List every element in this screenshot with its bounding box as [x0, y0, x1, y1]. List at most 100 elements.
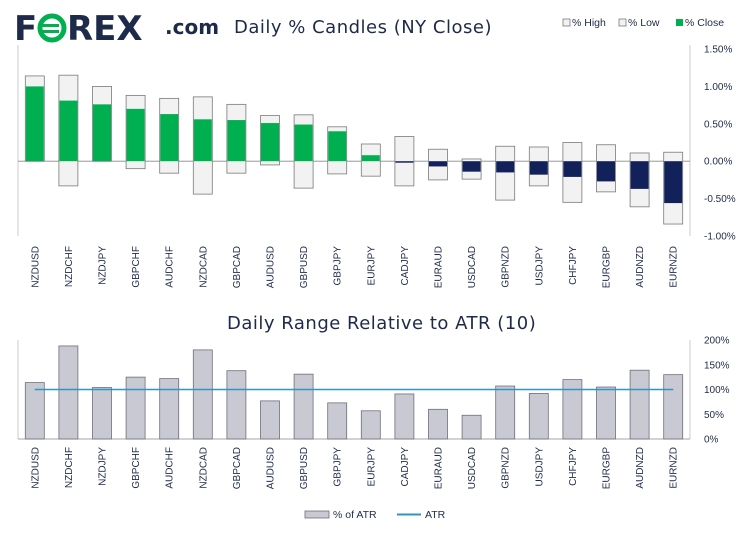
legend-high-label: % High [572, 17, 606, 29]
atr-pct-bar [92, 387, 112, 440]
atr-pct-bar [629, 369, 650, 440]
logo-letters-rex: REX [67, 9, 143, 49]
candles-y-tick-label: 0.00% [704, 157, 732, 168]
candles-category-label: EURJPY [366, 246, 377, 286]
candle-close-bar [126, 108, 145, 162]
candles-category-label: AUDCHF [165, 246, 176, 288]
candle-close-bar [227, 120, 246, 162]
candle-close-bar [160, 114, 179, 162]
atr-category-label: EURAUD [434, 447, 445, 489]
atr-category-label: AUDUSD [266, 447, 277, 489]
atr-x-axis: NZDUSD NZDCHF NZDJPY GBPCHF AUDCHF NZDCAD GBPC… [30, 447, 679, 490]
candles-category-label: GBPCAD [232, 246, 243, 288]
atr-category-label: EURJPY [366, 447, 377, 487]
candle-close-bar [597, 161, 615, 182]
candles-x-axis: NZDUSD NZDCHF NZDJPY GBPCHF AUDCHF NZDCAD GBPC… [30, 246, 679, 289]
atr-y-tick-label: 50% [704, 410, 724, 421]
legend-close-swatch [676, 19, 683, 26]
atr-pct-bar [58, 345, 79, 440]
atr-pct-bar [192, 349, 213, 440]
candle-close-bar [328, 131, 347, 162]
atr-pct-bar [327, 402, 348, 440]
atr-pct-bar [562, 379, 583, 440]
atr-y-tick-label: 200% [704, 336, 730, 347]
legend-pct-atr-label: % of ATR [333, 509, 377, 521]
candle-close-bar [261, 123, 279, 162]
candles-category-label: USDCAD [467, 246, 478, 288]
candles-category-label: GBPJPY [333, 246, 344, 286]
candle-close-bar [630, 161, 649, 189]
candle-close-bar [462, 161, 481, 172]
candle-close-bar [193, 119, 212, 162]
candle-close-bar [429, 161, 447, 167]
atr-category-label: GBPUSD [299, 447, 310, 489]
atr-y-tick-label: 150% [704, 360, 730, 371]
candle-close-bar [563, 161, 582, 177]
atr-category-label: GBPNZD [501, 447, 512, 489]
atr-plot [17, 340, 691, 440]
candle-close-bar [496, 161, 515, 173]
candles-y-tick-label: -1.00% [704, 232, 736, 243]
atr-pct-bar [461, 414, 482, 440]
candles-y-tick-label: 1.00% [704, 82, 732, 93]
atr-pct-bar [260, 400, 280, 440]
candles-category-label: NZDCAD [198, 246, 209, 288]
candles-category-label: GBPNZD [501, 246, 512, 288]
atr-pct-bar [495, 385, 516, 440]
atr-category-label: NZDCAD [198, 447, 209, 489]
candle-close-bar [59, 100, 78, 162]
candle-close-bar [25, 86, 44, 162]
candle-close-bar [294, 124, 313, 162]
atr-pct-bar [159, 378, 180, 440]
candles-category-label: USDJPY [534, 246, 545, 286]
atr-chart-title: Daily Range Relative to ATR (10) [227, 313, 536, 334]
atr-category-label: EURNZD [669, 447, 680, 489]
legend-low-swatch [618, 18, 627, 27]
candles-chart-title: Daily % Candles (NY Close) [234, 17, 492, 38]
atr-pct-bar [24, 382, 45, 440]
atr-pct-bar [663, 374, 684, 440]
atr-pct-bar [394, 393, 415, 440]
candles-category-label: NZDJPY [98, 246, 109, 285]
candles-category-label: EURGBP [602, 246, 613, 289]
candles-plot [17, 45, 691, 236]
atr-category-label: USDCAD [467, 447, 478, 489]
legend-pct-atr-swatch [304, 510, 330, 519]
candles-category-label: GBPUSD [299, 246, 310, 288]
candles-y-axis: 1.50% 1.00% 0.50% 0.00% -0.50% -1.00% [704, 45, 736, 243]
candles-category-label: EURAUD [434, 246, 445, 288]
legend-low-label: % Low [628, 17, 660, 29]
candles-category-label: NZDCHF [64, 246, 75, 287]
atr-category-label: GBPCAD [232, 447, 243, 489]
atr-pct-bar [293, 373, 314, 440]
atr-category-label: AUDCHF [165, 447, 176, 489]
atr-category-label: USDJPY [534, 447, 545, 487]
candle-range-box [495, 145, 516, 201]
candle-close-bar [93, 104, 111, 162]
atr-pct-bar [596, 386, 616, 440]
candles-category-label: NZDUSD [30, 246, 41, 288]
atr-category-label: EURGBP [602, 447, 613, 490]
forex-logo: F REX .com [14, 9, 219, 49]
atr-category-label: NZDCHF [64, 447, 75, 488]
logo-suffix: .com [165, 15, 219, 39]
atr-category-label: AUDNZD [635, 447, 646, 489]
atr-y-tick-label: 0% [704, 435, 719, 446]
logo-o-icon [37, 13, 67, 43]
candles-y-tick-label: 0.50% [704, 119, 732, 130]
legend-atr-label: ATR [425, 509, 446, 521]
atr-category-label: GBPCHF [131, 447, 142, 489]
candles-legend: % High % Low % Close [562, 17, 724, 29]
atr-legend: % of ATR ATR [304, 509, 446, 521]
legend-high-swatch [562, 18, 571, 27]
atr-pct-bar [428, 408, 448, 440]
candles-category-label: GBPCHF [131, 246, 142, 288]
atr-pct-bar [125, 376, 146, 440]
candles-y-tick-label: -0.50% [704, 194, 736, 205]
candle-close-bar [361, 155, 380, 162]
candle-close-bar [395, 161, 414, 163]
legend-close-label: % Close [685, 17, 724, 29]
candle-close-bar [529, 161, 548, 175]
candles-category-label: CHFJPY [568, 246, 579, 285]
